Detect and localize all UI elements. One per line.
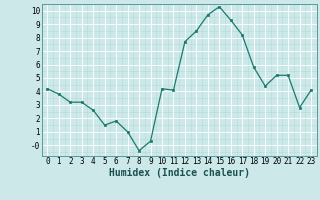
X-axis label: Humidex (Indice chaleur): Humidex (Indice chaleur)	[109, 168, 250, 178]
